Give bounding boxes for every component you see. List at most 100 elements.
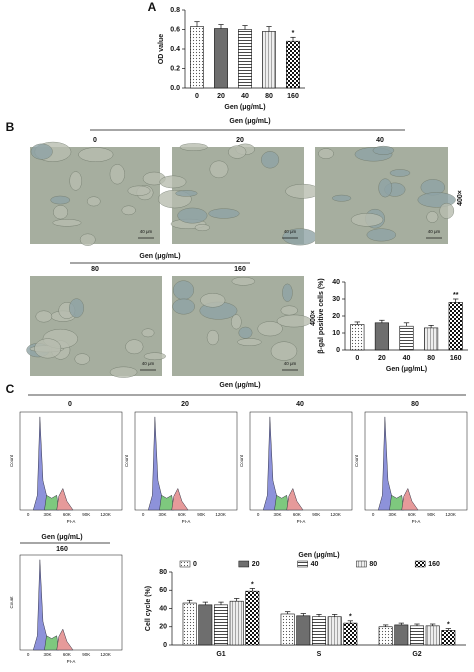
- bar: [214, 604, 228, 646]
- x-tick-label: 0: [355, 355, 359, 362]
- y-tick-label: 80: [159, 569, 167, 576]
- g2-peak: [401, 487, 419, 511]
- y-tick-label: 0: [336, 347, 340, 354]
- s-phase: [389, 494, 405, 511]
- significance-mark: *: [292, 30, 295, 37]
- cell: [50, 195, 71, 205]
- bar: [262, 31, 276, 89]
- column-label: 80: [411, 401, 419, 408]
- cell: [34, 338, 62, 359]
- x-tick-label: G2: [412, 651, 421, 658]
- column-label: 20: [236, 137, 244, 144]
- micrograph: [172, 276, 312, 376]
- cell: [208, 208, 240, 219]
- g1-peak: [32, 559, 47, 651]
- bar: [280, 613, 295, 646]
- cell: [228, 145, 247, 159]
- y-tick-label: 0.4: [170, 46, 180, 53]
- legend-title: Gen (μg/mL): [298, 552, 339, 559]
- cell: [238, 326, 253, 339]
- group-title: Gen (μg/mL): [41, 534, 82, 541]
- g2-peak: [56, 628, 74, 651]
- bar: [374, 322, 389, 351]
- x-tick-label: 60K: [63, 512, 71, 517]
- magnification: 400×: [310, 310, 317, 326]
- x-axis-label: PI-A: [412, 519, 421, 524]
- cell: [331, 194, 352, 202]
- cell: [175, 190, 198, 197]
- cell: [372, 145, 395, 155]
- x-tick-label: 80: [427, 355, 435, 362]
- bar: [399, 325, 414, 351]
- x-tick-label: 90K: [427, 512, 435, 517]
- x-tick-label: 120K: [445, 512, 456, 517]
- cell: [194, 224, 210, 232]
- micrograph-bg: [30, 276, 162, 376]
- x-tick-label: 30K: [44, 512, 52, 517]
- cell: [30, 143, 53, 160]
- bar: [245, 590, 260, 646]
- cell: [69, 298, 85, 318]
- x-tick-label: 30K: [44, 652, 52, 657]
- cell: [177, 207, 208, 224]
- cell: [439, 202, 455, 219]
- significance-mark: *: [447, 621, 450, 628]
- x-tick-label: 40: [403, 355, 411, 362]
- legend-label: 40: [311, 561, 319, 568]
- bar: [198, 604, 213, 646]
- y-axis-label: Count: [354, 454, 359, 467]
- micrograph: [30, 141, 166, 246]
- cell: [318, 148, 334, 160]
- x-tick-label: 0: [27, 512, 30, 517]
- legend-swatch: [238, 560, 250, 568]
- cell: [200, 293, 226, 308]
- x-axis-label: Gen (μg/mL): [224, 104, 265, 111]
- s-phase: [44, 494, 60, 511]
- cell: [350, 213, 384, 227]
- bar: [182, 602, 197, 646]
- x-tick-label: 120K: [100, 652, 111, 657]
- x-tick-label: 0: [257, 512, 260, 517]
- bar: [296, 615, 311, 646]
- y-tick-label: 0: [163, 642, 167, 649]
- s-phase: [44, 635, 60, 651]
- histogram-frame: [134, 411, 238, 511]
- x-tick-label: 0: [142, 512, 145, 517]
- legend-swatch: [414, 560, 426, 568]
- cell: [109, 366, 138, 378]
- x-tick-label: 60K: [293, 512, 301, 517]
- x-tick-label: 90K: [82, 512, 90, 517]
- g1-peak: [32, 416, 47, 511]
- x-axis-label: PI-A: [67, 519, 76, 524]
- cell: [285, 183, 321, 199]
- cell: [127, 185, 151, 196]
- column-label: 160: [234, 266, 246, 273]
- x-tick-label: 60K: [178, 512, 186, 517]
- y-tick-label: 0.2: [170, 65, 180, 72]
- bar: [214, 28, 228, 89]
- x-tick-label: 30K: [274, 512, 282, 517]
- x-tick-label: 160: [450, 355, 462, 362]
- g1-peak: [377, 416, 392, 511]
- legend-swatch: [297, 560, 308, 568]
- cell: [270, 341, 298, 361]
- group-title: Gen (μg/mL): [139, 253, 180, 260]
- x-axis-label: PI-A: [67, 659, 76, 664]
- cell: [86, 196, 101, 207]
- legend-label: 20: [252, 561, 260, 568]
- x-tick-label: S: [317, 651, 322, 658]
- bar: [425, 625, 440, 646]
- micrograph: [315, 145, 456, 244]
- column-label: 0: [93, 137, 97, 144]
- cell: [74, 353, 90, 365]
- x-tick-label: 120K: [330, 512, 341, 517]
- x-tick-label: 120K: [100, 512, 111, 517]
- bar: [238, 29, 252, 89]
- cell: [206, 329, 220, 346]
- x-tick-label: 160: [287, 93, 299, 100]
- x-tick-label: 90K: [197, 512, 205, 517]
- cell: [276, 314, 312, 328]
- y-tick-label: 10: [332, 330, 340, 337]
- legend-label: 160: [428, 561, 440, 568]
